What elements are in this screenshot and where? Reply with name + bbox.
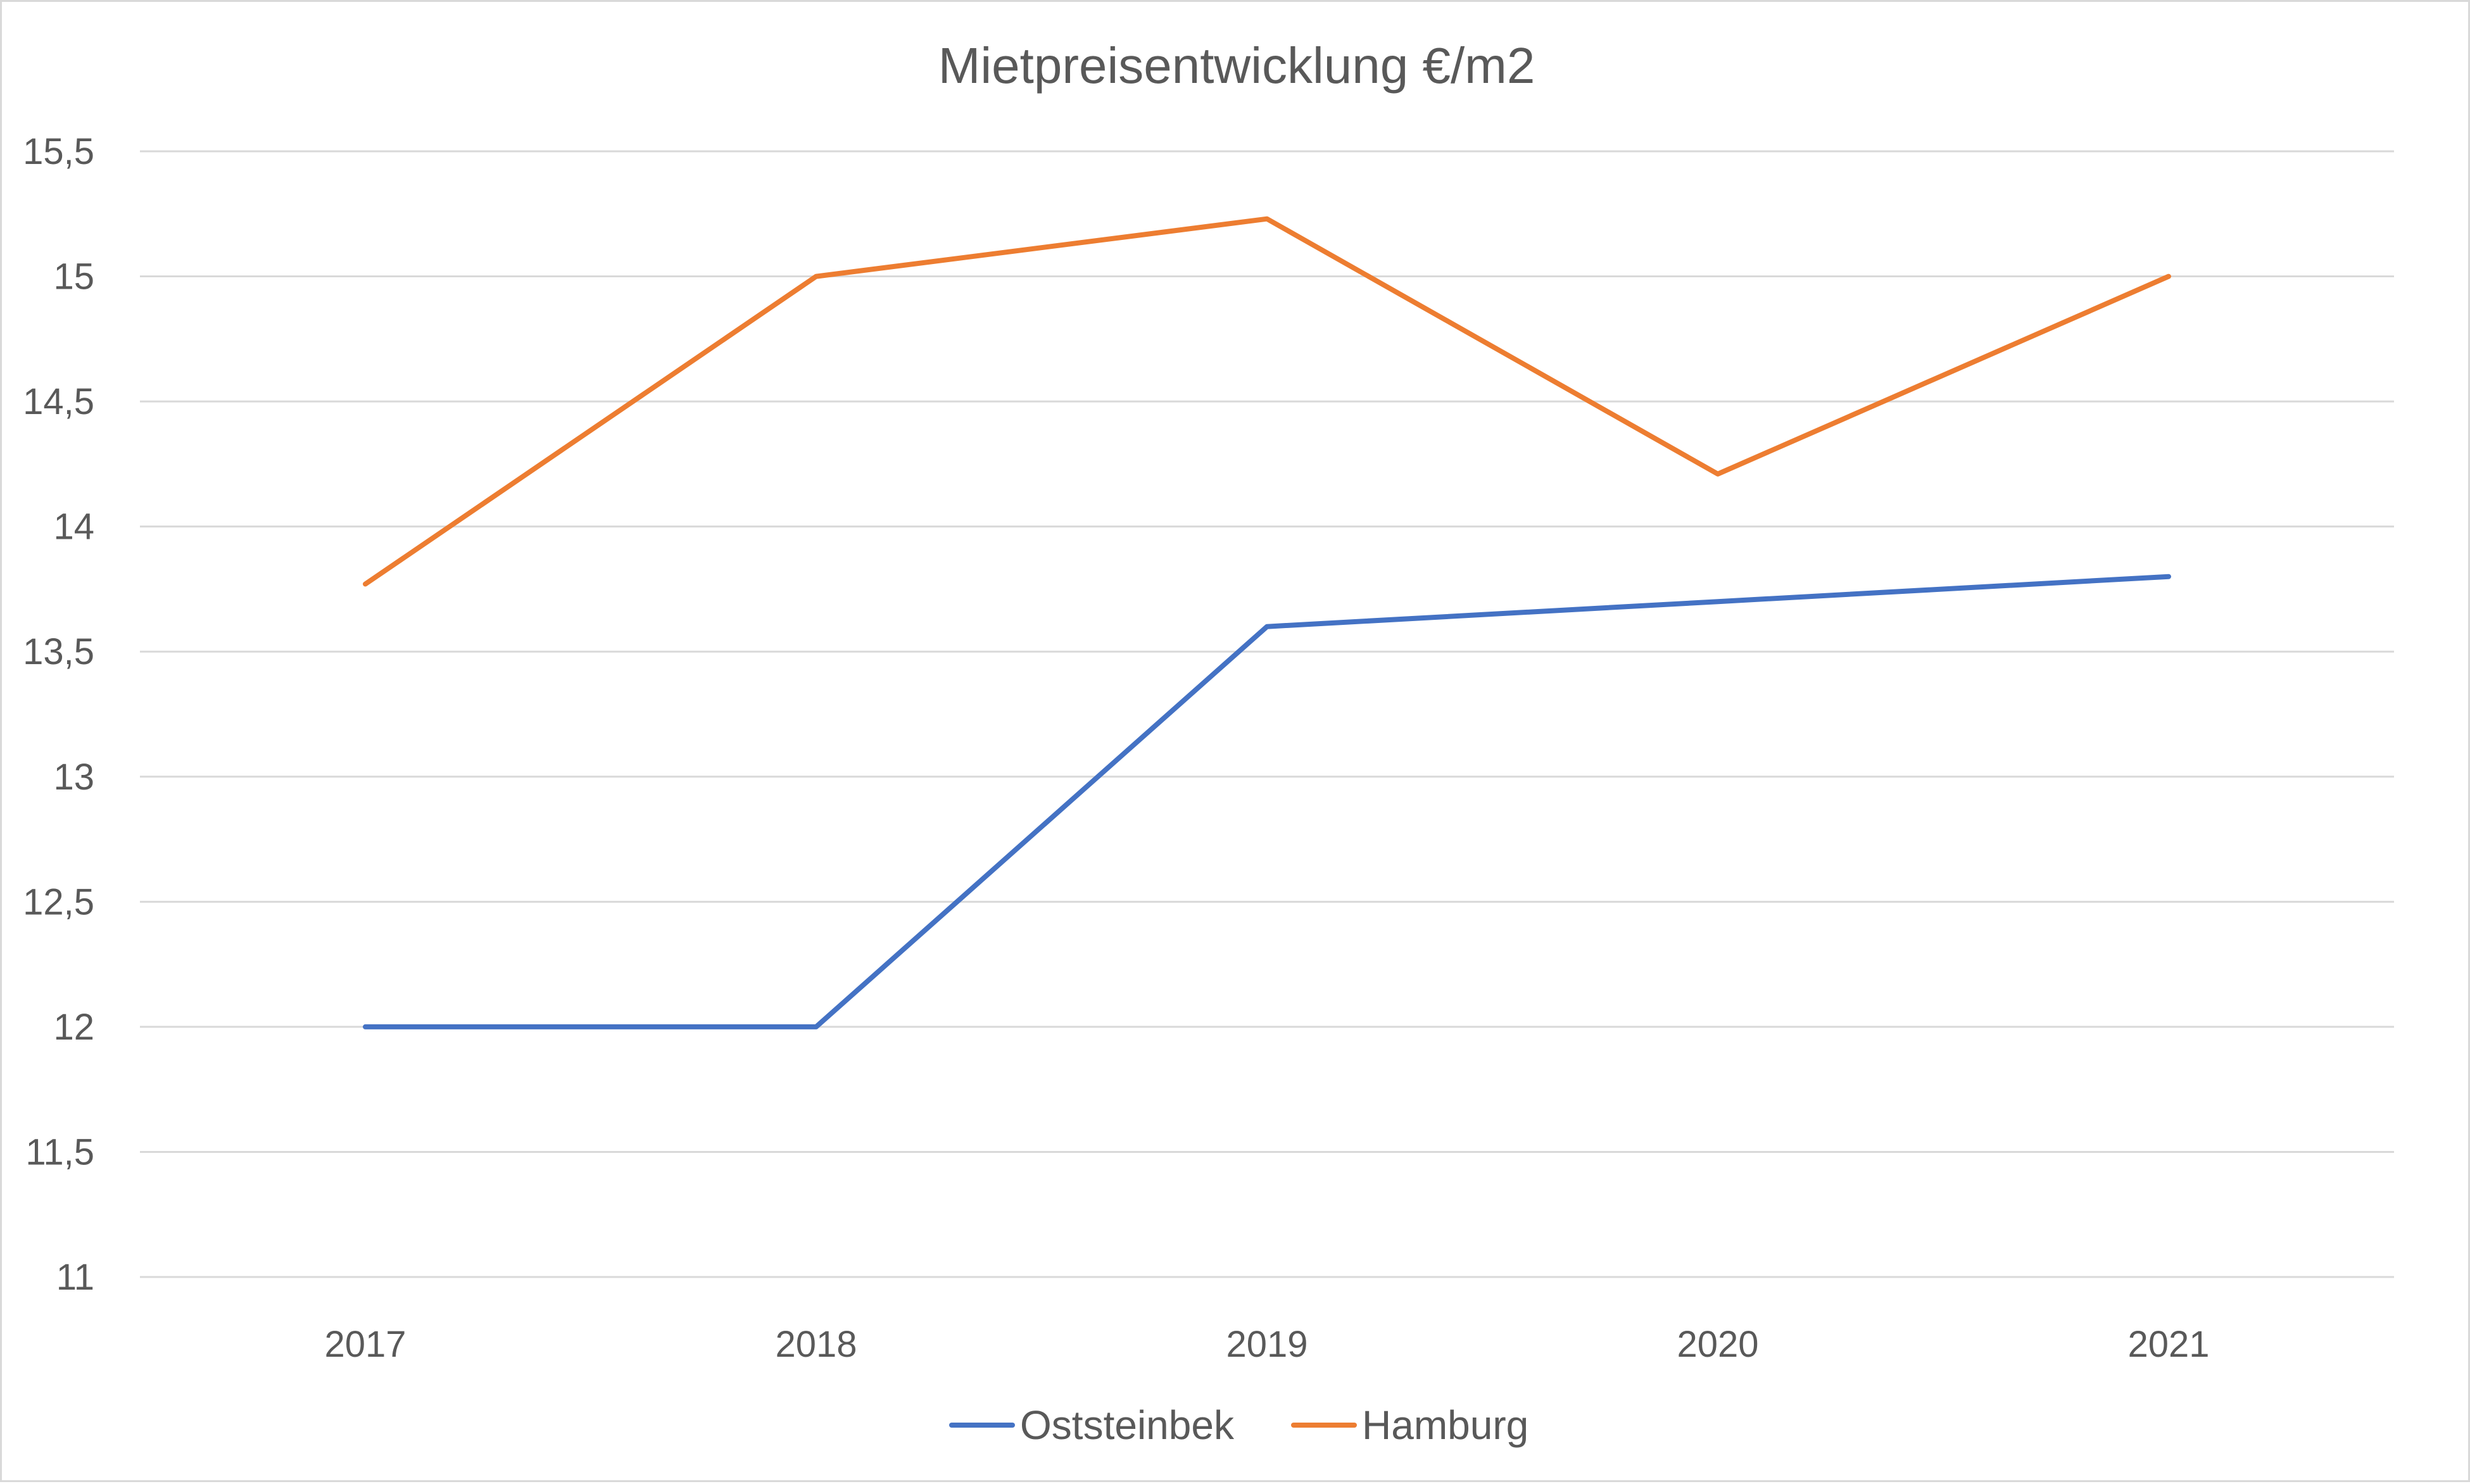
legend-label: Hamburg [1362,1402,1528,1448]
y-tick-label: 11 [56,1257,94,1298]
y-tick-label: 15,5 [23,131,94,172]
legend: Oststeinbek Hamburg [949,1402,1528,1448]
legend-item: Hamburg [1291,1402,1528,1448]
x-tick-label: 2019 [1226,1324,1307,1365]
y-tick-label: 14 [53,506,94,548]
gridlines [140,150,2394,1278]
y-tick-label: 11,5 [25,1131,94,1173]
y-tick-label: 15 [53,256,94,298]
y-axis-tick-labels: 11 11,5 12 12,5 13 13,5 14 14,5 15 15,5 [23,131,94,1298]
series-lines [363,216,2171,1029]
y-tick-label: 14,5 [23,381,94,422]
y-tick-label: 13 [53,757,94,798]
y-tick-label: 13,5 [23,631,94,672]
x-tick-label: 2020 [1677,1324,1758,1365]
x-tick-label: 2017 [324,1324,406,1365]
x-tick-label: 2021 [2127,1324,2209,1365]
y-tick-label: 12,5 [23,881,94,922]
x-tick-label: 2018 [775,1324,857,1365]
chart-title: Mietpreisentwicklung €/m2 [938,37,1535,94]
x-axis-tick-labels: 2017 2018 2019 2020 2021 [324,1324,2209,1365]
legend-label: Oststeinbek [1020,1402,1235,1448]
legend-item: Oststeinbek [949,1402,1235,1448]
y-tick-label: 12 [53,1007,94,1048]
series-line-oststeinbek [363,574,2171,1029]
series-line-hamburg [363,216,2171,587]
